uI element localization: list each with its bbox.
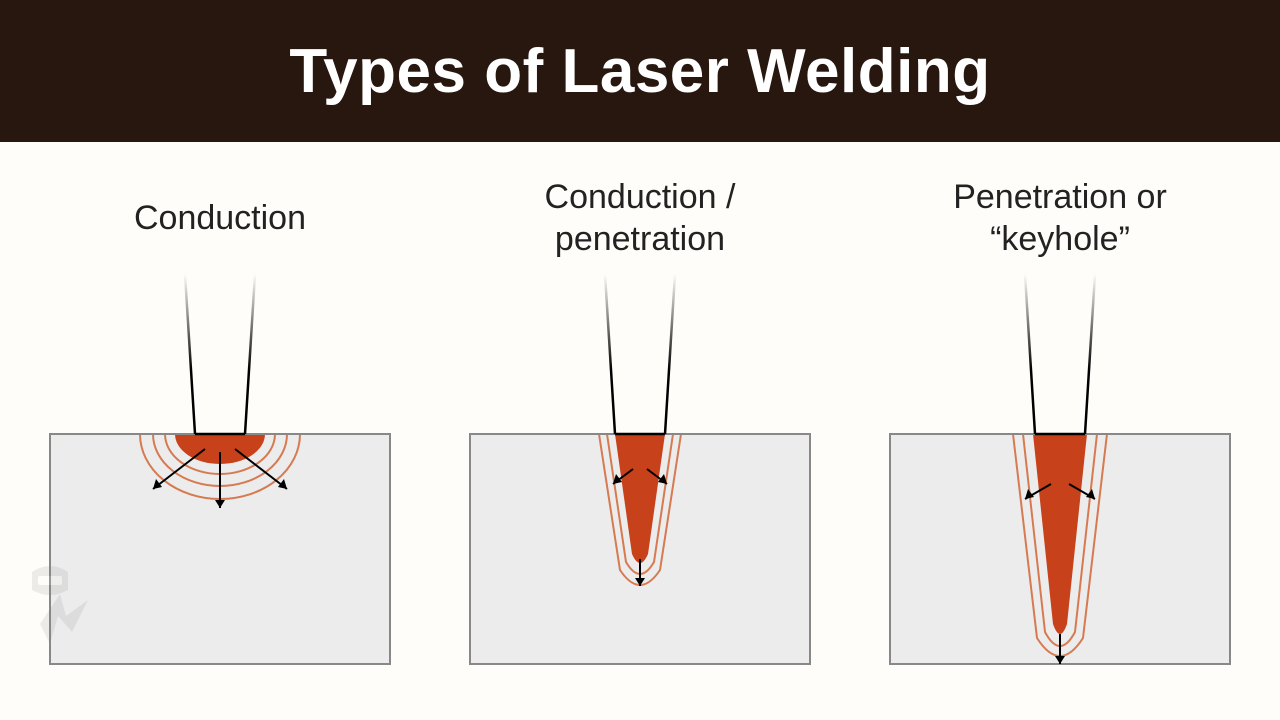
panel-cond-pen: Conduction /penetration: [450, 172, 830, 674]
watermark-icon: [10, 554, 120, 664]
page-title: Types of Laser Welding: [289, 36, 990, 107]
panel-svg-keyhole: [875, 274, 1245, 674]
panel-label-cond-pen: Conduction /penetration: [545, 172, 736, 264]
panel-svg-cond-pen: [455, 274, 825, 674]
panel-label-keyhole: Penetration or“keyhole”: [953, 172, 1167, 264]
panel-label-conduction: Conduction: [134, 172, 306, 264]
title-bar: Types of Laser Welding: [0, 0, 1280, 142]
panel-keyhole: Penetration or“keyhole”: [870, 172, 1250, 674]
diagram-row: Conduction Conduction /penetration Penet…: [0, 142, 1280, 674]
